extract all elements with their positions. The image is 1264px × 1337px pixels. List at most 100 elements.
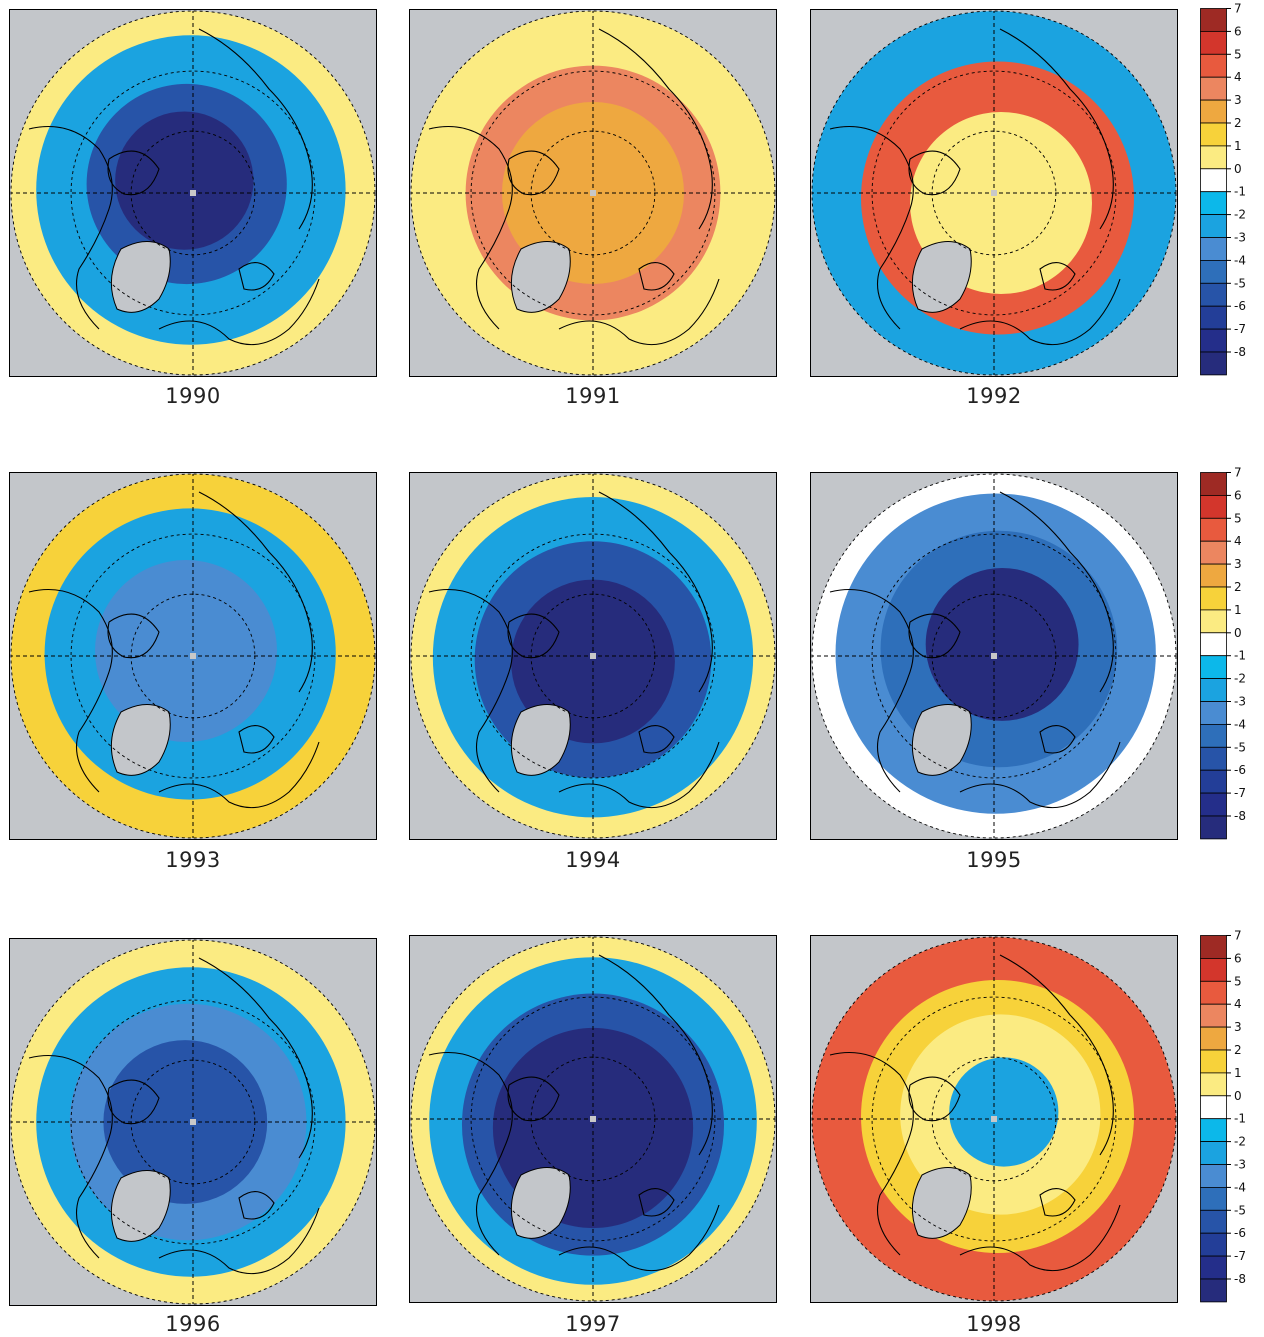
pole-marker [190,653,196,659]
colorbar-swatch [1200,792,1227,817]
colorbar-swatch [1200,282,1227,307]
graticule-parallel [931,1056,1057,1182]
map-panel-1996 [9,938,377,1306]
colorbar-tick-label: 7 [1234,929,1242,943]
year-label: 1993 [165,848,221,872]
colorbar-tick-label: -8 [1234,345,1246,359]
colorbar-swatch [1200,53,1227,78]
colorbar-swatch [1200,563,1227,588]
greenland-landmass [110,1170,171,1242]
colorbar-row2: 7 6 5 4 3 2 1 0 -1 -2 -3 -4 -5 -6 -7 -8 [1200,466,1264,842]
coastline [28,1054,113,1259]
year-label: 1991 [565,384,621,408]
graticule-parallel [70,533,316,779]
coastline [507,150,560,196]
polar-map [9,472,377,840]
coastline [829,1051,914,1256]
colorbar-tick-label: 3 [1234,93,1242,107]
coastline [158,278,320,346]
map-panel-1990 [9,9,377,377]
colorbar-tick-label: 5 [1234,974,1242,988]
colorbar-swatch [1200,472,1227,496]
colorbar-swatch [1200,769,1227,794]
coastline [638,1188,675,1217]
colorbar-tick-label: 0 [1234,1089,1242,1103]
colorbar-swatch [1200,99,1227,124]
colorbar-tick-label: 4 [1234,997,1242,1011]
colorbar: 7 6 5 4 3 2 1 0 -1 -2 -3 -4 -5 -6 -7 -8 [1200,466,1246,840]
coastline [999,954,1114,1156]
polar-map [409,9,777,377]
colorbar-tick-label: -2 [1234,1135,1246,1149]
colorbar-swatch [1200,259,1227,284]
map-panel-1995 [810,472,1178,840]
coastline [829,125,914,330]
colorbar-tick-label: -3 [1234,231,1246,245]
colorbar-swatch [1200,632,1227,657]
colorbar-tick-label: -7 [1234,1249,1246,1263]
coastline [507,1076,560,1122]
colorbar-swatch [1200,980,1227,1005]
graticule-parallel [931,593,1057,719]
year-label: 1996 [165,1312,221,1336]
colorbar-row1: 7 6 5 4 3 2 1 0 -1 -2 -3 -4 -5 -6 -7 -8 [1200,2,1264,378]
colorbar-tick-label: 7 [1234,466,1242,480]
colorbar-tick-label: -1 [1234,1112,1246,1126]
greenland-landmass [110,241,171,313]
pole-marker [190,190,196,196]
colorbar-tick-label: -6 [1234,1226,1246,1240]
pole-marker [590,1116,596,1122]
colorbar-swatch [1200,1095,1227,1120]
colorbar-swatch [1200,935,1227,959]
coastline [598,954,713,1156]
polar-map [810,935,1178,1303]
anomaly-zone [115,111,254,250]
colorbar-swatch [1200,1278,1227,1303]
colorbar-swatch [1200,305,1227,330]
colorbar-tick-label: 4 [1234,70,1242,84]
graticule-parallel [871,996,1117,1242]
coastline [598,28,713,230]
coastline [558,278,720,346]
colorbar-tick-label: -1 [1234,185,1246,199]
colorbar-tick-label: -7 [1234,786,1246,800]
coastline [428,125,513,330]
coastline [959,278,1121,346]
colorbar-tick-label: -5 [1234,740,1246,754]
colorbar-swatch [1200,815,1227,840]
coastline [908,150,961,196]
colorbar: 7 6 5 4 3 2 1 0 -1 -2 -3 -4 -5 -6 -7 -8 [1200,2,1246,376]
colorbar-tick-label: -4 [1234,1180,1246,1194]
colorbar-tick-label: 2 [1234,580,1242,594]
greenland-landmass [510,241,571,313]
colorbar-tick-label: 0 [1234,162,1242,176]
greenland-landmass [510,704,571,776]
coastline [959,741,1121,809]
coastline [158,1207,320,1275]
colorbar-tick-label: -5 [1234,276,1246,290]
anomaly-zone [925,567,1079,721]
colorbar-swatch [1200,957,1227,982]
coastline [638,725,675,754]
coastline [198,957,313,1159]
coastline [1039,725,1076,754]
graticule-parallel [871,533,1117,779]
coastline [1039,262,1076,291]
colorbar-tick-label: 1 [1234,603,1242,617]
graticule-parallel [70,999,316,1245]
colorbar-tick-label: 5 [1234,47,1242,61]
anomaly-zone [95,560,277,742]
colorbar-swatch [1200,76,1227,101]
polar-map [9,9,377,377]
colorbar-tick-label: -3 [1234,1158,1246,1172]
colorbar-swatch [1200,655,1227,679]
map-panel-1991 [409,9,777,377]
year-label: 1998 [966,1312,1022,1336]
graticule-parallel [470,70,716,316]
colorbar-swatch [1200,1141,1227,1165]
graticule-parallel [931,130,1057,256]
coastline [107,613,160,659]
colorbar-tick-label: 3 [1234,1020,1242,1034]
colorbar-swatch [1200,1164,1227,1188]
map-panel-1997 [409,935,777,1303]
